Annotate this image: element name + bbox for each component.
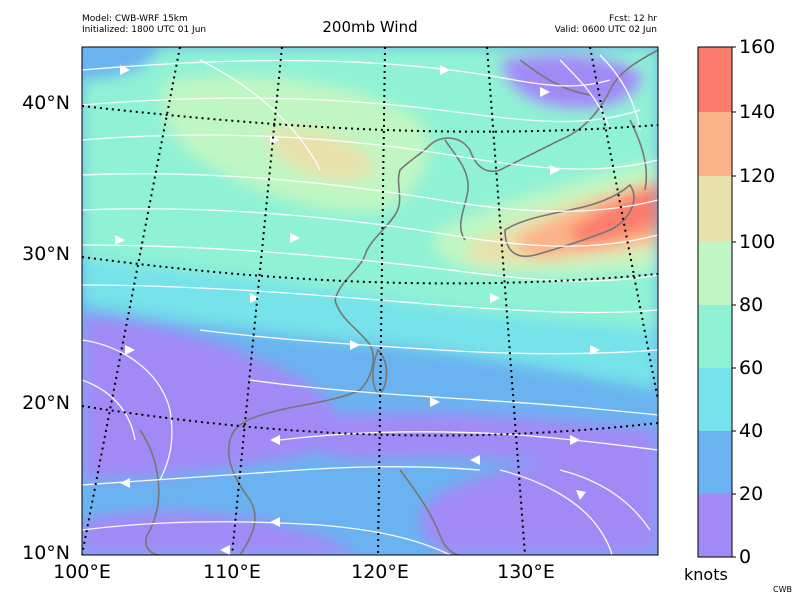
forecast-hour: Fcst: 12 hr	[609, 14, 657, 24]
init-time: Initialized: 1800 UTC 01 Jun	[82, 25, 207, 35]
colorbar-bin-60-80	[698, 305, 732, 368]
graticule	[82, 47, 658, 555]
valid-time: Valid: 0600 UTC 02 Jun	[554, 25, 657, 35]
colorbar-tick-60: 60	[739, 357, 764, 379]
lon-label-130e: 130°E	[497, 561, 555, 583]
lon-label-100e: 100°E	[53, 561, 111, 583]
wind-speed-field	[82, 47, 658, 555]
colorbar-bin-140-160	[698, 47, 732, 112]
colorbar-bin-40-60	[698, 368, 732, 431]
colorbar-tick-0: 0	[739, 546, 752, 568]
colorbar-bin-100-120	[698, 176, 732, 242]
lon-label-120e: 120°E	[351, 561, 409, 583]
model-name: Model: CWB-WRF 15km	[82, 14, 188, 24]
colorbar-bin-0-20	[698, 494, 732, 557]
forecast-info: Fcst: 12 hr Valid: 0600 UTC 02 Jun	[555, 14, 657, 36]
streamline-arrows	[115, 65, 600, 555]
lat-label-40n: 40°N	[22, 92, 70, 114]
colorbar-unit: knots	[684, 565, 728, 584]
colorbar-tick-20: 20	[739, 483, 764, 505]
coastlines	[139, 49, 658, 555]
lat-label-30n: 30°N	[22, 243, 70, 265]
lat-label-20n: 20°N	[22, 392, 70, 414]
colorbar-bin-80-100	[698, 242, 732, 305]
map-title: 200mb Wind	[322, 18, 418, 36]
colorbar-tick-120: 120	[739, 165, 776, 187]
credit-label: CWB	[773, 585, 792, 594]
colorbar-tick-160: 160	[739, 36, 776, 58]
colorbar-bin-20-40	[698, 431, 732, 494]
colorbar-tick-100: 100	[739, 231, 776, 253]
model-info: Model: CWB-WRF 15km Initialized: 1800 UT…	[82, 14, 206, 36]
map-frame	[81, 46, 659, 556]
colorbar-tick-80: 80	[739, 294, 764, 316]
colorbar-bin-120-140	[698, 112, 732, 176]
colorbar-tick-140: 140	[739, 101, 776, 123]
lon-label-110e: 110°E	[203, 561, 261, 583]
colorbar-tick-40: 40	[739, 420, 764, 442]
lat-label-10n: 10°N	[22, 542, 70, 564]
colorbar	[697, 46, 736, 558]
